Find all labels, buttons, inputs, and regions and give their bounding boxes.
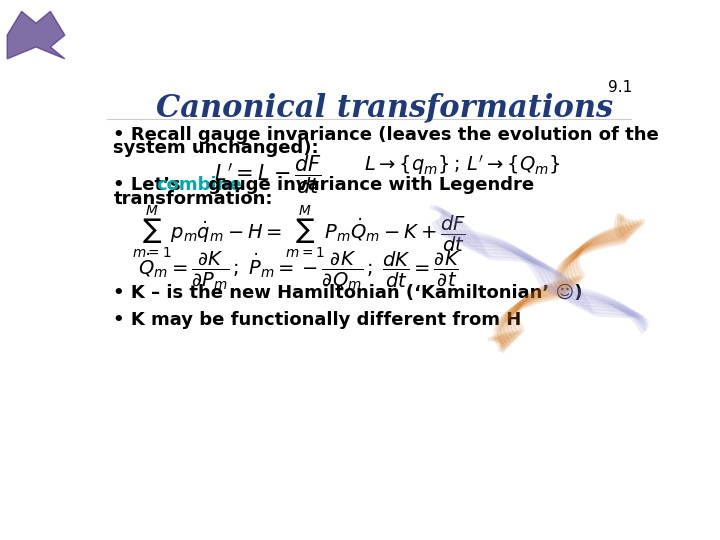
Text: $L \rightarrow \{q_m\}\,;\,L'\rightarrow \{Q_m\}$: $L \rightarrow \{q_m\}\,;\,L'\rightarrow… (364, 153, 560, 177)
Text: • Recall gauge invariance (leaves the evolution of the: • Recall gauge invariance (leaves the ev… (113, 126, 659, 144)
Text: gauge invariance with Legendre: gauge invariance with Legendre (202, 177, 534, 194)
Text: • K may be functionally different from H: • K may be functionally different from H (113, 311, 521, 329)
Text: 9.1: 9.1 (608, 80, 632, 95)
Text: combine: combine (157, 177, 242, 194)
Text: $\sum_{m=1}^{M} p_m \dot{q}_m - H = \sum_{m=1}^{M} P_m \dot{Q}_m - K + \dfrac{dF: $\sum_{m=1}^{M} p_m \dot{q}_m - H = \sum… (132, 204, 467, 260)
Polygon shape (7, 11, 65, 59)
Text: • Let’s: • Let’s (113, 177, 187, 194)
Text: system unchanged):: system unchanged): (113, 139, 319, 158)
Text: Canonical transformations: Canonical transformations (156, 92, 613, 123)
Text: • K – is the new Hamiltonian (‘Kamiltonian’ ☺): • K – is the new Hamiltonian (‘Kamiltoni… (113, 284, 582, 302)
Text: $\dot{Q}_m = \dfrac{\partial K}{\partial P_m}\,;\;\dot{P}_m = -\dfrac{\partial K: $\dot{Q}_m = \dfrac{\partial K}{\partial… (138, 249, 460, 292)
Text: $L'= L -\dfrac{dF}{dt}$: $L'= L -\dfrac{dF}{dt}$ (214, 153, 323, 196)
Text: transformation:: transformation: (113, 190, 273, 207)
